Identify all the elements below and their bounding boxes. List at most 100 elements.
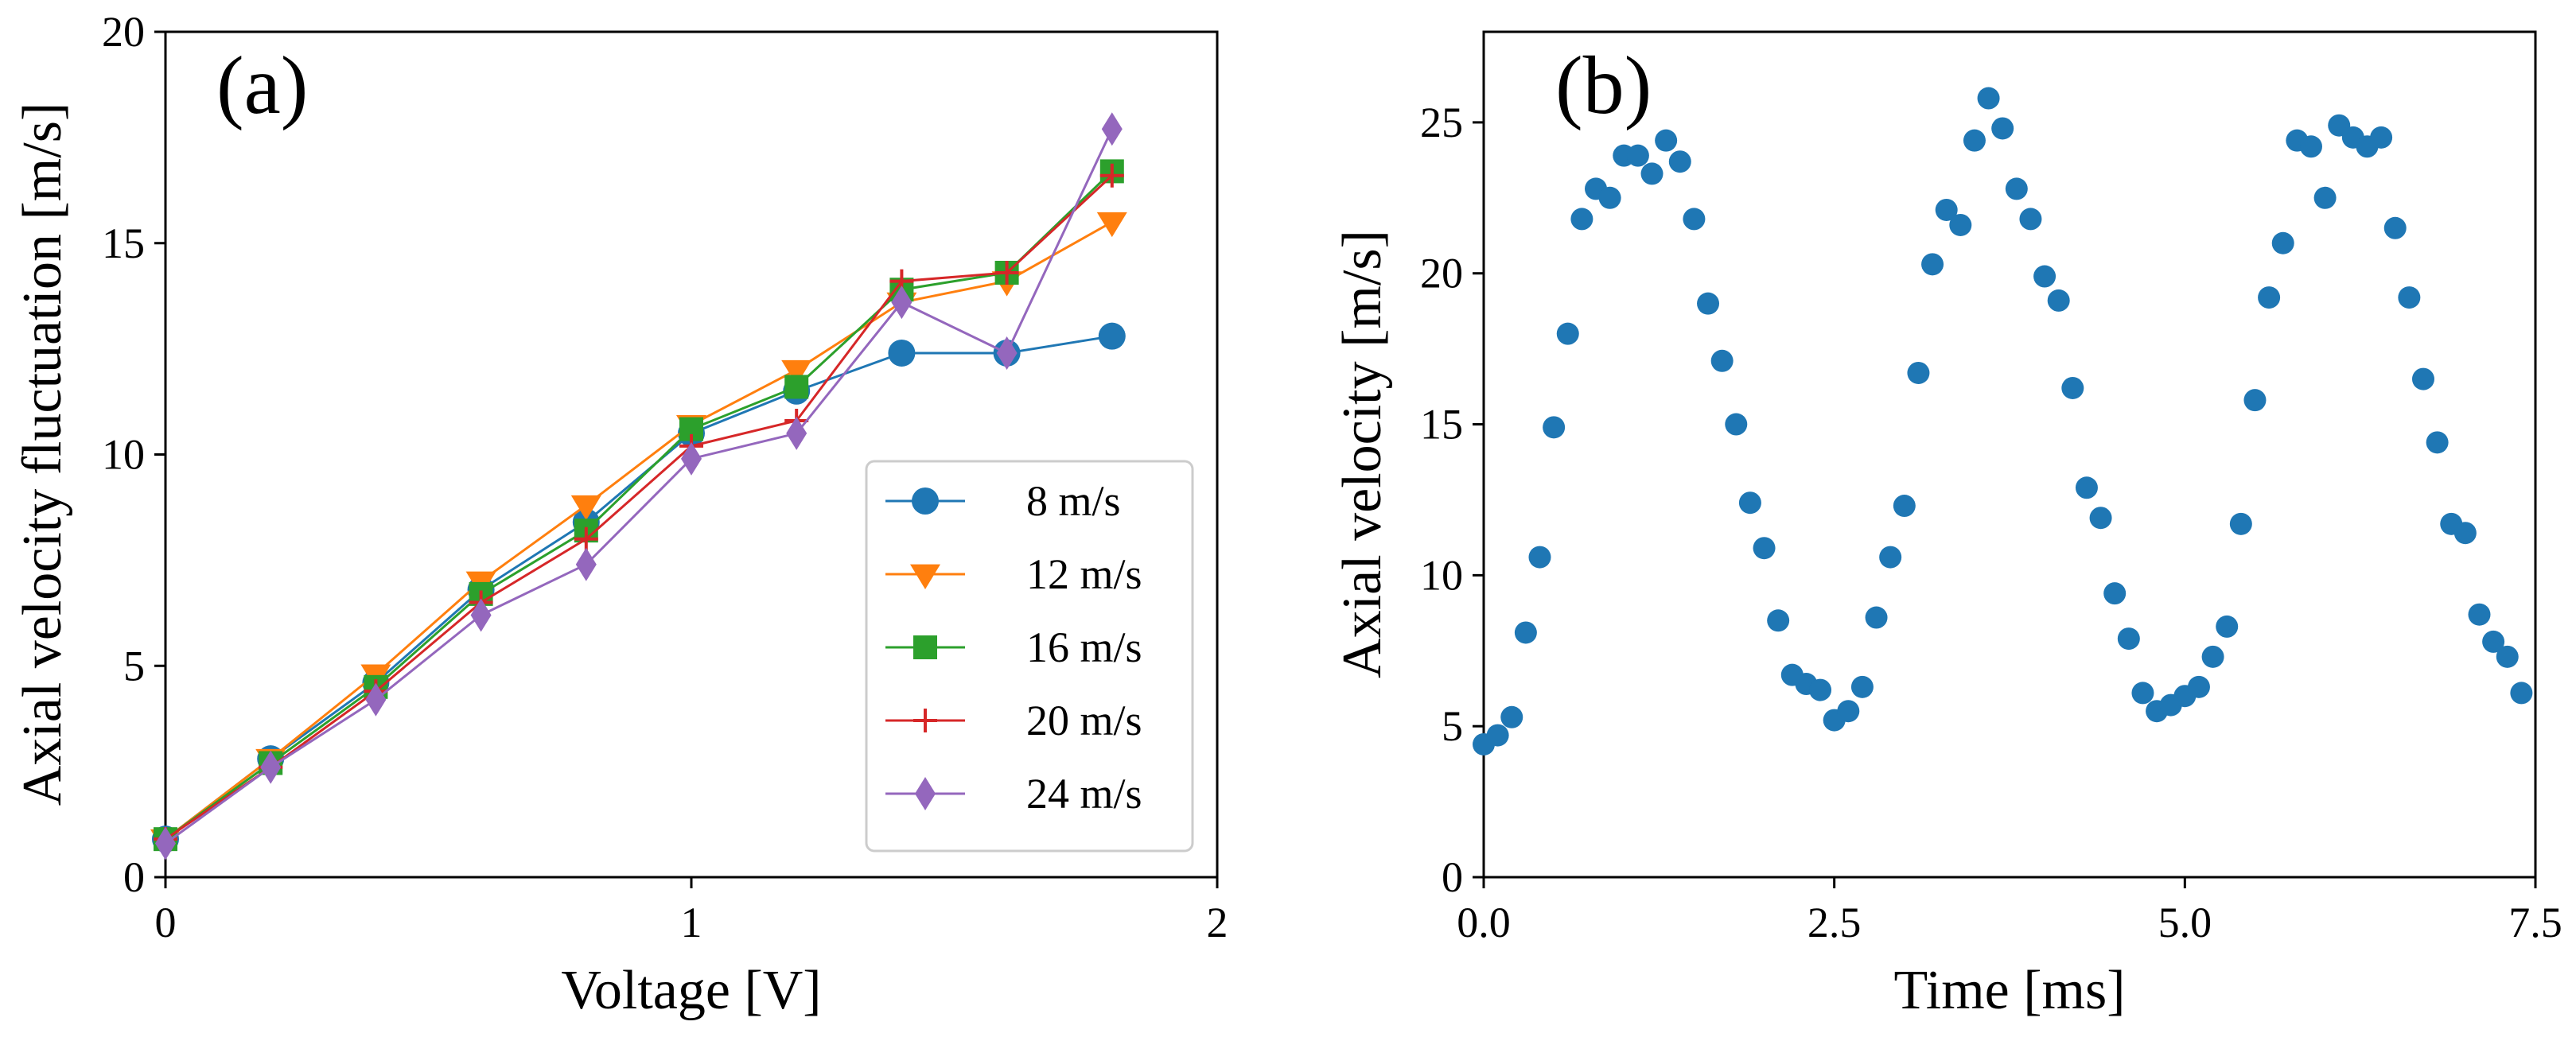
legend-frame: [865, 460, 1194, 853]
data-point: [1640, 162, 1664, 185]
panel-b-points: [1473, 87, 2533, 756]
data-point: [2201, 645, 2224, 668]
data-point: [2510, 682, 2533, 705]
panel-a-y-tick-label: 20: [102, 8, 145, 56]
legend-entries: 8 m/s 12 m/s 16 m/s 20 m/s 24 m/s: [885, 477, 1142, 818]
panel-a: 0 5 10 15 20 0 1 2 (a) Voltage [V] Axial veloc…: [12, 8, 1228, 1021]
data-point: [2383, 216, 2407, 239]
data-point: [1725, 413, 1748, 436]
data-point: [1626, 144, 1649, 167]
panel-a-x-axis-label: Voltage [V]: [561, 960, 821, 1021]
legend-marker: [915, 777, 936, 810]
legend-label: 16 m/s: [1026, 623, 1142, 671]
series-24-m-s: [155, 112, 1123, 860]
data-point: [260, 750, 282, 784]
panel-b-x-tick-label: 7.5: [2508, 899, 2562, 946]
panel-b-y-tick-label: 5: [1442, 702, 1463, 750]
panel-a-y-tick-label: 15: [102, 219, 145, 267]
panel-b-y-tick-label: 15: [1420, 401, 1463, 449]
data-point: [470, 598, 492, 632]
data-point: [574, 526, 598, 551]
data-point: [570, 495, 601, 521]
data-point: [1096, 212, 1127, 238]
panel-b-x-tick-label: 5.0: [2158, 899, 2212, 946]
data-point: [681, 441, 702, 476]
data-point: [1486, 724, 1509, 747]
panel-a-y-tick-label: 0: [123, 853, 145, 901]
data-point: [1963, 129, 1986, 152]
panel-a-x-tick-label: 1: [681, 899, 702, 946]
data-point: [2370, 126, 2393, 149]
legend-entry: 20 m/s: [885, 697, 1142, 744]
legend-entry: 12 m/s: [885, 550, 1142, 598]
data-point: [2453, 522, 2477, 545]
data-point: [1543, 416, 1566, 439]
data-point: [1893, 495, 1916, 518]
legend-marker: [913, 709, 937, 732]
data-point: [1099, 163, 1124, 188]
data-point: [1935, 198, 1958, 221]
data-point: [996, 336, 1018, 370]
series-line: [165, 128, 1114, 845]
data-point: [1850, 675, 1874, 698]
data-point: [2019, 208, 2042, 231]
data-point: [891, 285, 912, 320]
panel-b-y-ticks: 0 5 10 15 20 25: [1420, 99, 1484, 901]
data-point: [1556, 322, 1579, 345]
data-point: [155, 826, 176, 860]
data-point: [1655, 129, 1678, 152]
data-point: [2468, 603, 2491, 626]
panel-b-y-tick-label: 25: [1420, 99, 1463, 146]
data-point: [1570, 208, 1593, 231]
data-point: [2131, 682, 2154, 705]
data-point: [2398, 286, 2421, 309]
panel-a-x-tick-label: 2: [1207, 899, 1228, 946]
series-line: [165, 335, 1113, 841]
data-point: [2496, 645, 2519, 668]
data-point: [2299, 135, 2322, 158]
data-point: [2243, 389, 2267, 412]
panel-b-y-tick-label: 0: [1442, 853, 1463, 901]
legend-marker: [912, 487, 939, 515]
data-point: [1668, 150, 1691, 173]
data-point: [1949, 213, 1972, 236]
data-point: [1977, 87, 2000, 110]
data-point: [1837, 700, 1860, 723]
panel-b-x-tick-label: 2.5: [1807, 899, 1862, 946]
data-point: [1809, 678, 1832, 701]
data-point: [2426, 431, 2449, 454]
panel-b-y-tick-label: 20: [1420, 250, 1463, 297]
data-point: [365, 682, 387, 717]
legend-entry: 8 m/s: [885, 477, 1121, 525]
data-point: [1753, 537, 1776, 560]
panel-b-x-ticks: 0.0 2.5 5.0 7.5: [1457, 877, 2562, 946]
legend-label: 8 m/s: [1026, 477, 1121, 525]
data-point: [1710, 349, 1734, 372]
data-point: [994, 260, 1019, 285]
data-point: [2117, 627, 2140, 651]
data-point: [1991, 117, 2014, 140]
data-point: [1598, 186, 1621, 209]
panel-b-x-axis-label: Time [ms]: [1893, 960, 2125, 1021]
panel-a-y-ticks: 0 5 10 15 20: [102, 8, 165, 901]
data-point: [2258, 286, 2281, 309]
data-point: [2216, 615, 2239, 638]
panel-b-y-tick-label: 10: [1420, 551, 1463, 599]
data-point: [2411, 367, 2434, 390]
panel-b: 0 5 10 15 20 25 0.0 2.5 5.0 7.5 (b) Time [ms] Ax…: [1332, 30, 2562, 1021]
panel-a-label: (a): [216, 40, 308, 131]
panel-b-y-axis-label: Axial velocity [m/s]: [1332, 230, 1393, 678]
data-point: [1528, 546, 1551, 569]
panel-a-y-tick-label: 10: [102, 431, 145, 479]
data-point: [2313, 186, 2337, 209]
data-point: [1921, 253, 1944, 276]
data-point: [2047, 289, 2070, 312]
legend-entry: 16 m/s: [885, 623, 1142, 671]
panel-a-y-axis-label: Axial velocity fluctuation [m/s]: [12, 103, 73, 806]
series-line: [165, 174, 1113, 841]
data-point: [784, 375, 809, 399]
data-point: [1683, 208, 1706, 231]
panel-a-x-tick-label: 0: [155, 899, 177, 946]
